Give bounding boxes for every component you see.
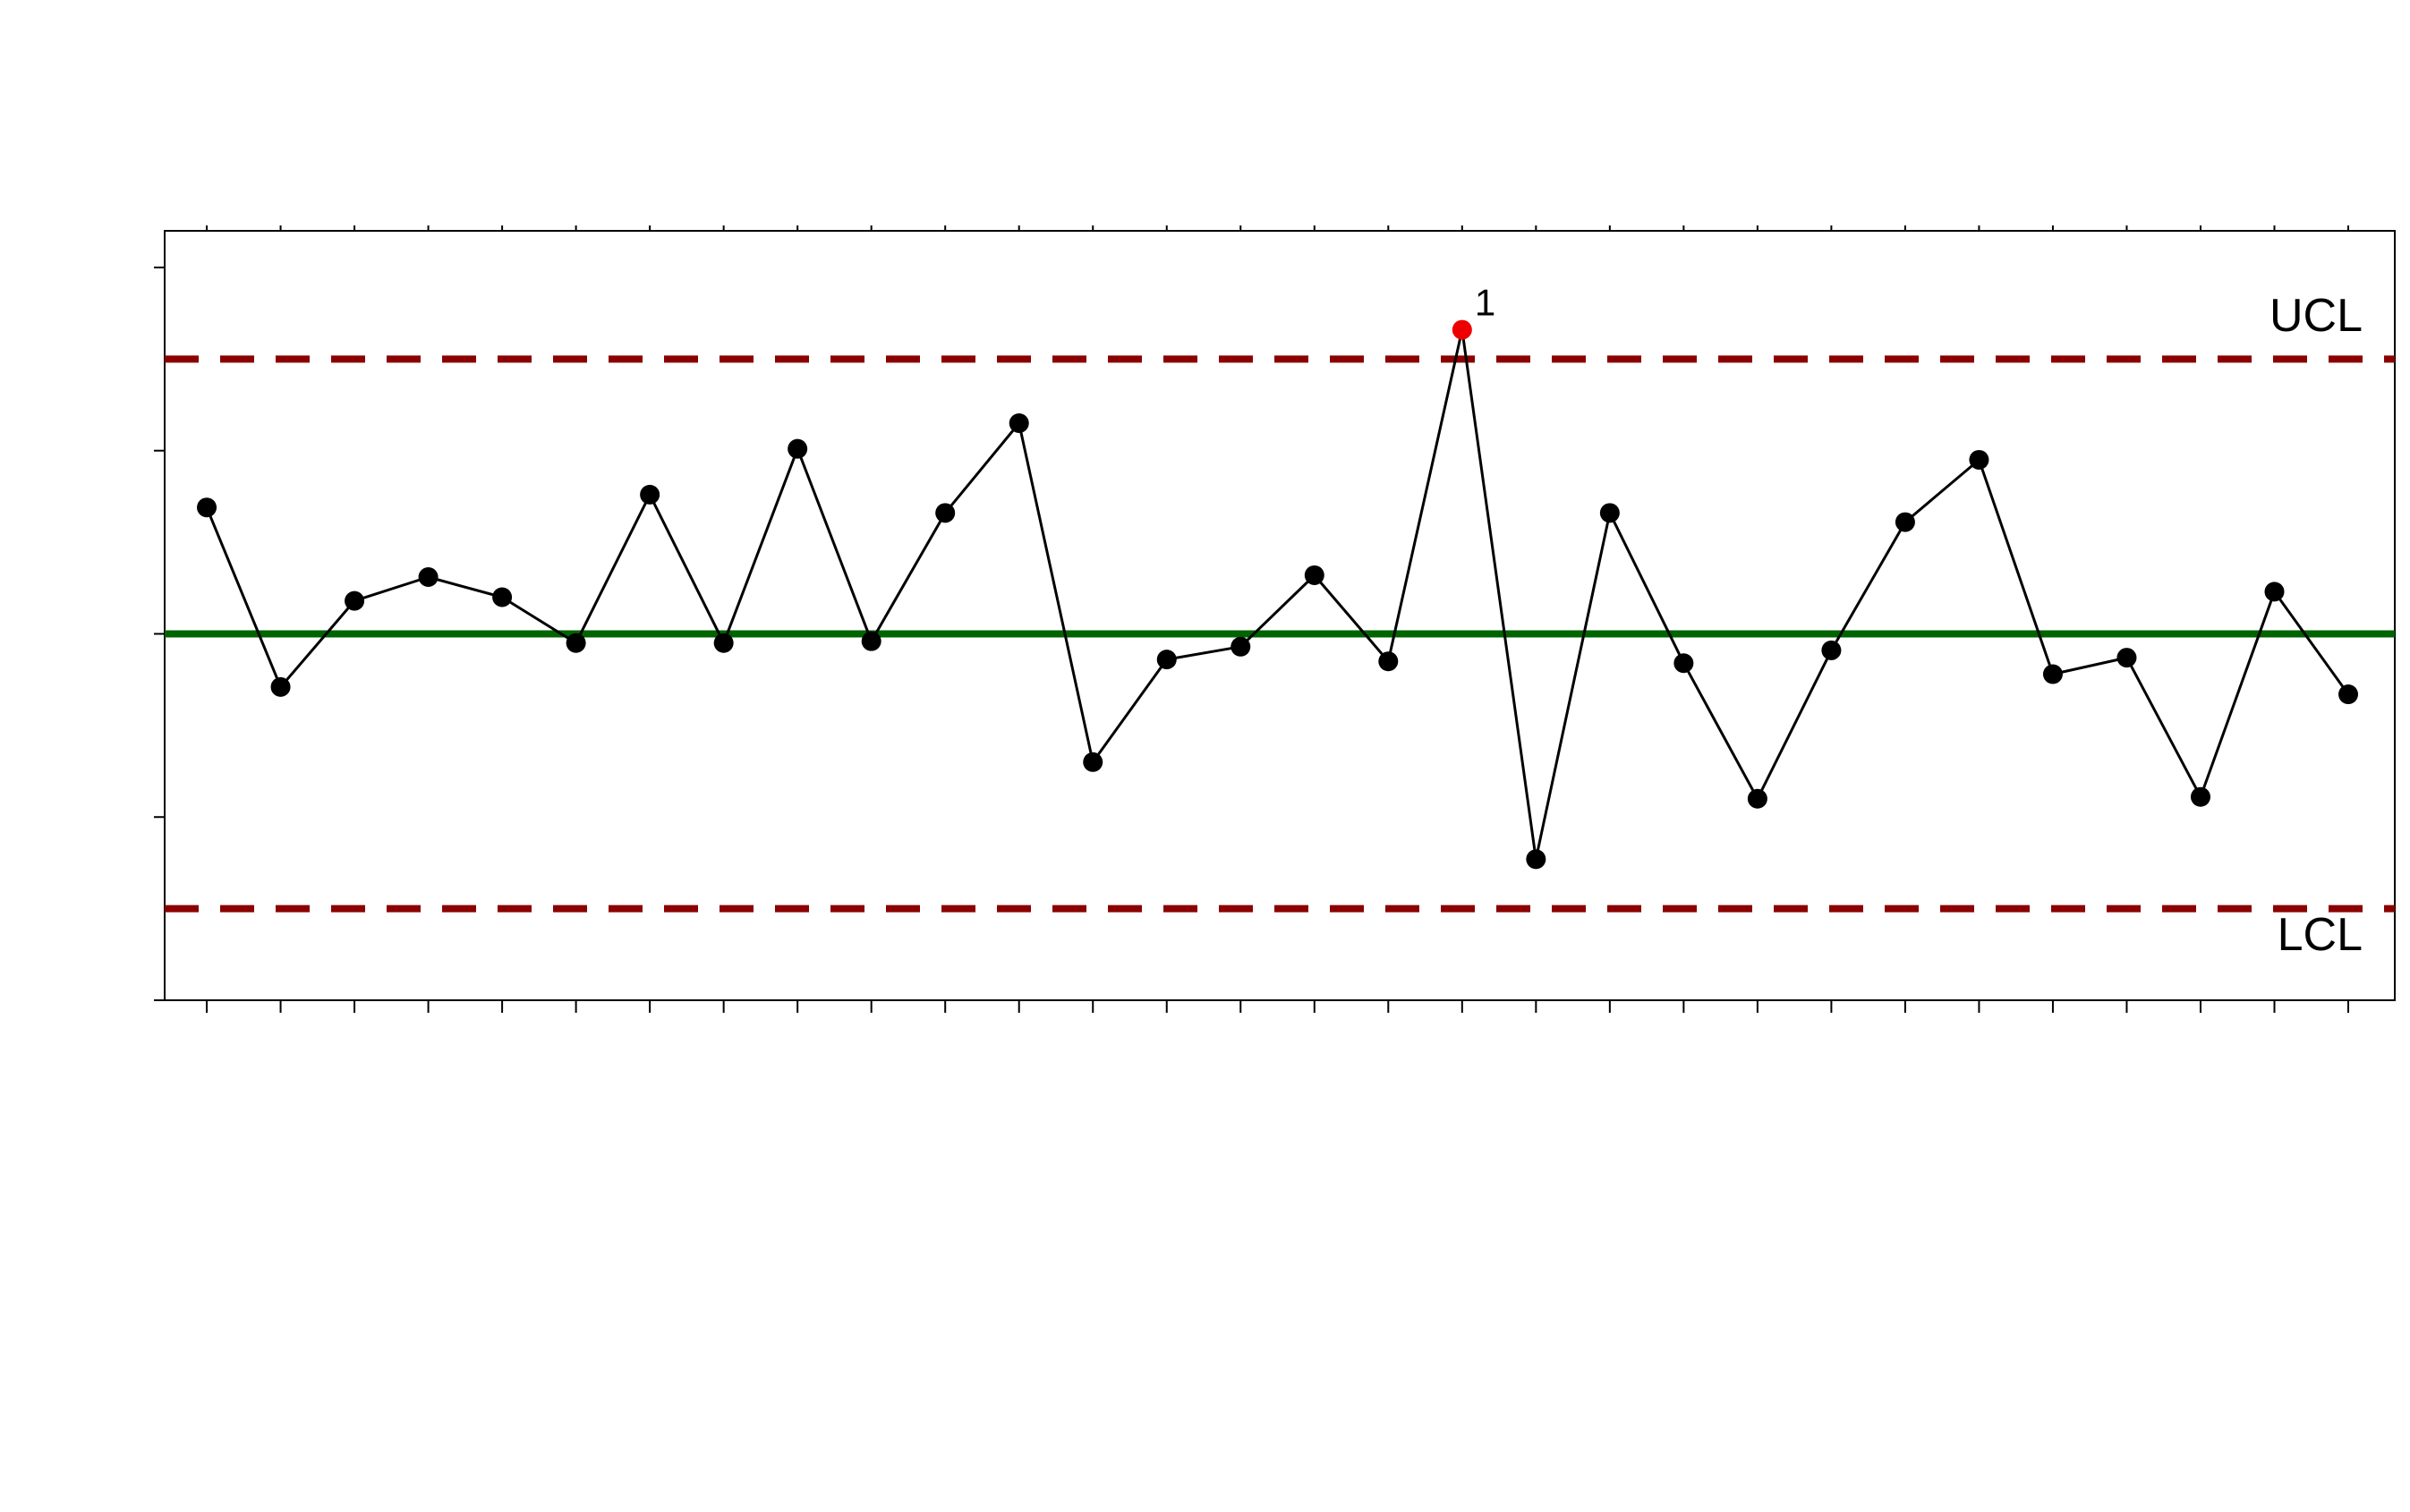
data-point bbox=[1231, 636, 1251, 657]
data-point bbox=[640, 484, 660, 505]
data-point bbox=[2042, 664, 2063, 684]
violation-point bbox=[1452, 319, 1472, 340]
data-point bbox=[566, 633, 586, 653]
data-point bbox=[1083, 752, 1103, 772]
data-point bbox=[1526, 849, 1546, 870]
y-axis-ticks bbox=[154, 266, 165, 1001]
x-axis-ticks-top bbox=[206, 225, 2350, 231]
data-point bbox=[713, 633, 734, 653]
data-point bbox=[1378, 651, 1399, 672]
data-point bbox=[2338, 684, 2359, 705]
data-point bbox=[1821, 640, 1842, 660]
data-point bbox=[418, 567, 439, 587]
data-point bbox=[2264, 582, 2285, 602]
data-point bbox=[1599, 503, 1620, 523]
lcl-label: LCL bbox=[2278, 909, 2363, 961]
series-line bbox=[205, 328, 2350, 861]
ucl-label: UCL bbox=[2269, 290, 2363, 342]
data-point bbox=[788, 438, 808, 459]
data-point bbox=[2116, 648, 2137, 668]
data-point bbox=[1969, 449, 1989, 470]
data-point bbox=[492, 587, 513, 607]
data-point bbox=[1895, 512, 1915, 532]
data-point bbox=[1673, 653, 1694, 674]
data-point bbox=[1304, 565, 1324, 585]
data-points bbox=[197, 319, 2359, 870]
data-point bbox=[345, 590, 365, 611]
data-point bbox=[270, 676, 291, 697]
violation-label: 1 bbox=[1475, 282, 1495, 324]
data-point bbox=[1009, 413, 1029, 433]
data-point bbox=[1747, 788, 1767, 809]
x-axis-ticks-bottom bbox=[206, 1000, 2350, 1013]
violation-labels: 1 bbox=[1475, 282, 1495, 324]
data-point bbox=[197, 497, 217, 518]
data-point bbox=[861, 631, 881, 651]
data-point bbox=[1156, 650, 1177, 670]
plot-frame bbox=[164, 230, 2396, 1001]
data-point bbox=[2190, 786, 2210, 807]
data-point bbox=[935, 503, 956, 523]
